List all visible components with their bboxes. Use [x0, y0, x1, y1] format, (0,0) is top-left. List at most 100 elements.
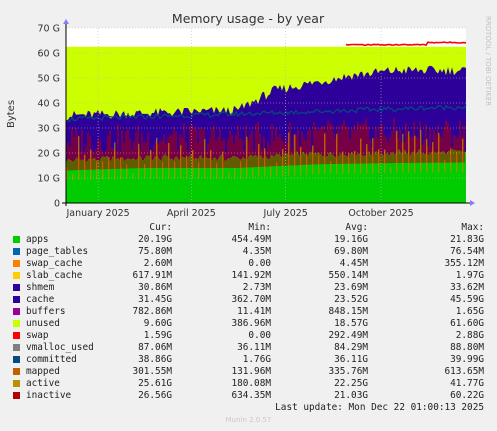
munin-version: Munin 2.0.57	[225, 416, 272, 424]
legend-series-name: swap	[26, 330, 49, 341]
y-tick-label: 10 G	[38, 174, 60, 185]
legend-min-value: 0.00	[248, 258, 271, 269]
legend-cur-value: 75.80M	[138, 246, 172, 257]
legend-series-name: cache	[26, 294, 55, 305]
legend-cur-value: 9.60G	[143, 318, 172, 329]
legend-min-value: 180.08M	[231, 378, 271, 389]
y-tick-labels: 0 10 G 20 G 30 G 40 G 50 G 60 G 70 G	[38, 24, 60, 210]
legend-cur-value: 20.19G	[138, 234, 172, 245]
legend-swatch	[13, 392, 20, 399]
y-tick-label: 70 G	[38, 24, 60, 35]
header-avg: Avg:	[345, 222, 368, 233]
legend-rows: apps 20.19G 454.49M 19.16G 21.83G page_tables…	[0, 234, 497, 402]
legend-min-value: 11.41M	[237, 306, 271, 317]
legend-min-value: 2.73M	[242, 282, 271, 293]
legend-swatch	[13, 308, 20, 315]
legend-cur-value: 38.86G	[138, 354, 172, 365]
legend-avg-value: 335.76M	[328, 366, 368, 377]
legend-avg-value: 19.16G	[334, 234, 368, 245]
header-max: Max:	[461, 222, 484, 233]
y-tick-label: 40 G	[38, 99, 60, 110]
legend-min-value: 1.76G	[242, 354, 271, 365]
legend-avg-value: 550.14M	[328, 270, 368, 281]
legend-max-value: 76.54M	[450, 246, 484, 257]
y-axis-arrow	[63, 19, 69, 24]
legend-row-cache: cache 31.45G 362.70M 23.52G 45.59G	[0, 294, 497, 306]
legend-table: Cur: Min: Avg: Max: apps 20.19G 454.49M 19.…	[0, 222, 497, 402]
legend-min-value: 36.11M	[237, 342, 271, 353]
legend-swatch	[13, 368, 20, 375]
legend-cur-value: 87.06M	[138, 342, 172, 353]
line-committed	[65, 104, 467, 123]
legend-row-inactive: inactive 26.56G 634.35M 21.03G 60.22G	[0, 390, 497, 402]
legend-swatch	[13, 236, 20, 243]
legend-avg-value: 21.03G	[334, 390, 368, 401]
header-min: Min:	[248, 222, 271, 233]
legend-max-value: 21.83G	[450, 234, 484, 245]
legend-avg-value: 22.25G	[334, 378, 368, 389]
legend-series-name: swap_cache	[26, 258, 83, 269]
activity-traces	[65, 118, 465, 181]
legend-avg-value: 69.80M	[334, 246, 368, 257]
legend-cur-value: 301.55M	[132, 366, 172, 377]
legend-cur-value: 31.45G	[138, 294, 172, 305]
legend-avg-value: 84.29M	[334, 342, 368, 353]
y-tick-label: 20 G	[38, 149, 60, 160]
legend-header: Cur: Min: Avg: Max:	[0, 222, 497, 234]
legend-cur-value: 617.91M	[132, 270, 172, 281]
legend-min-value: 4.35M	[242, 246, 271, 257]
legend-swatch	[13, 332, 20, 339]
legend-min-value: 131.96M	[231, 366, 271, 377]
legend-min-value: 141.92M	[231, 270, 271, 281]
legend-cur-value: 30.86M	[138, 282, 172, 293]
legend-row-swap: swap 1.59G 0.00 292.49M 2.88G	[0, 330, 497, 342]
legend-swatch	[13, 320, 20, 327]
legend-row-slab-cache: slab_cache 617.91M 141.92M 550.14M 1.97G	[0, 270, 497, 282]
y-tick-label: 60 G	[38, 49, 60, 60]
legend-max-value: 41.77G	[450, 378, 484, 389]
area-layers	[65, 41, 467, 203]
legend-swatch	[13, 260, 20, 267]
x-tick-label: July 2025	[263, 208, 308, 219]
x-tick-label: January 2025	[66, 208, 130, 219]
legend-avg-value: 36.11G	[334, 354, 368, 365]
y-tick-label: 30 G	[38, 124, 60, 135]
x-tick-labels: January 2025 April 2025 July 2025 October 2…	[66, 208, 414, 219]
x-tick-label: April 2025	[167, 208, 216, 219]
legend-avg-value: 292.49M	[328, 330, 368, 341]
legend-avg-value: 848.15M	[328, 306, 368, 317]
legend-max-value: 355.12M	[444, 258, 484, 269]
legend-max-value: 33.62M	[450, 282, 484, 293]
x-axis-arrow	[470, 200, 475, 206]
legend-cur-value: 25.61G	[138, 378, 172, 389]
legend-cur-value: 1.59G	[143, 330, 172, 341]
legend-min-value: 362.70M	[231, 294, 271, 305]
legend-cur-value: 26.56G	[138, 390, 172, 401]
legend-row-committed: committed 38.86G 1.76G 36.11G 39.99G	[0, 354, 497, 366]
legend-max-value: 2.88G	[455, 330, 484, 341]
header-cur: Cur:	[149, 222, 172, 233]
legend-max-value: 39.99G	[450, 354, 484, 365]
legend-swatch	[13, 296, 20, 303]
legend-row-apps: apps 20.19G 454.49M 19.16G 21.83G	[0, 234, 497, 246]
legend-row-active: active 25.61G 180.08M 22.25G 41.77G	[0, 378, 497, 390]
legend-swatch	[13, 380, 20, 387]
legend-row-swap-cache: swap_cache 2.60M 0.00 4.45M 355.12M	[0, 258, 497, 270]
legend-row-mapped: mapped 301.55M 131.96M 335.76M 613.65M	[0, 366, 497, 378]
chart-title: Memory usage - by year	[172, 11, 325, 26]
legend-series-name: unused	[26, 318, 60, 329]
legend-row-buffers: buffers 782.86M 11.41M 848.15M 1.65G	[0, 306, 497, 318]
legend-max-value: 61.60G	[450, 318, 484, 329]
legend-swatch	[13, 272, 20, 279]
line-swap	[345, 41, 467, 47]
legend-row-vmalloc-used: vmalloc_used 87.06M 36.11M 84.29M 88.80M	[0, 342, 497, 354]
legend-series-name: buffers	[26, 306, 66, 317]
legend-avg-value: 23.69M	[334, 282, 368, 293]
legend-min-value: 454.49M	[231, 234, 271, 245]
legend-series-name: slab_cache	[26, 270, 83, 281]
legend-avg-value: 23.52G	[334, 294, 368, 305]
legend-avg-value: 18.57G	[334, 318, 368, 329]
legend-cur-value: 782.86M	[132, 306, 172, 317]
y-tick-label: 0	[54, 199, 60, 210]
legend-max-value: 45.59G	[450, 294, 484, 305]
